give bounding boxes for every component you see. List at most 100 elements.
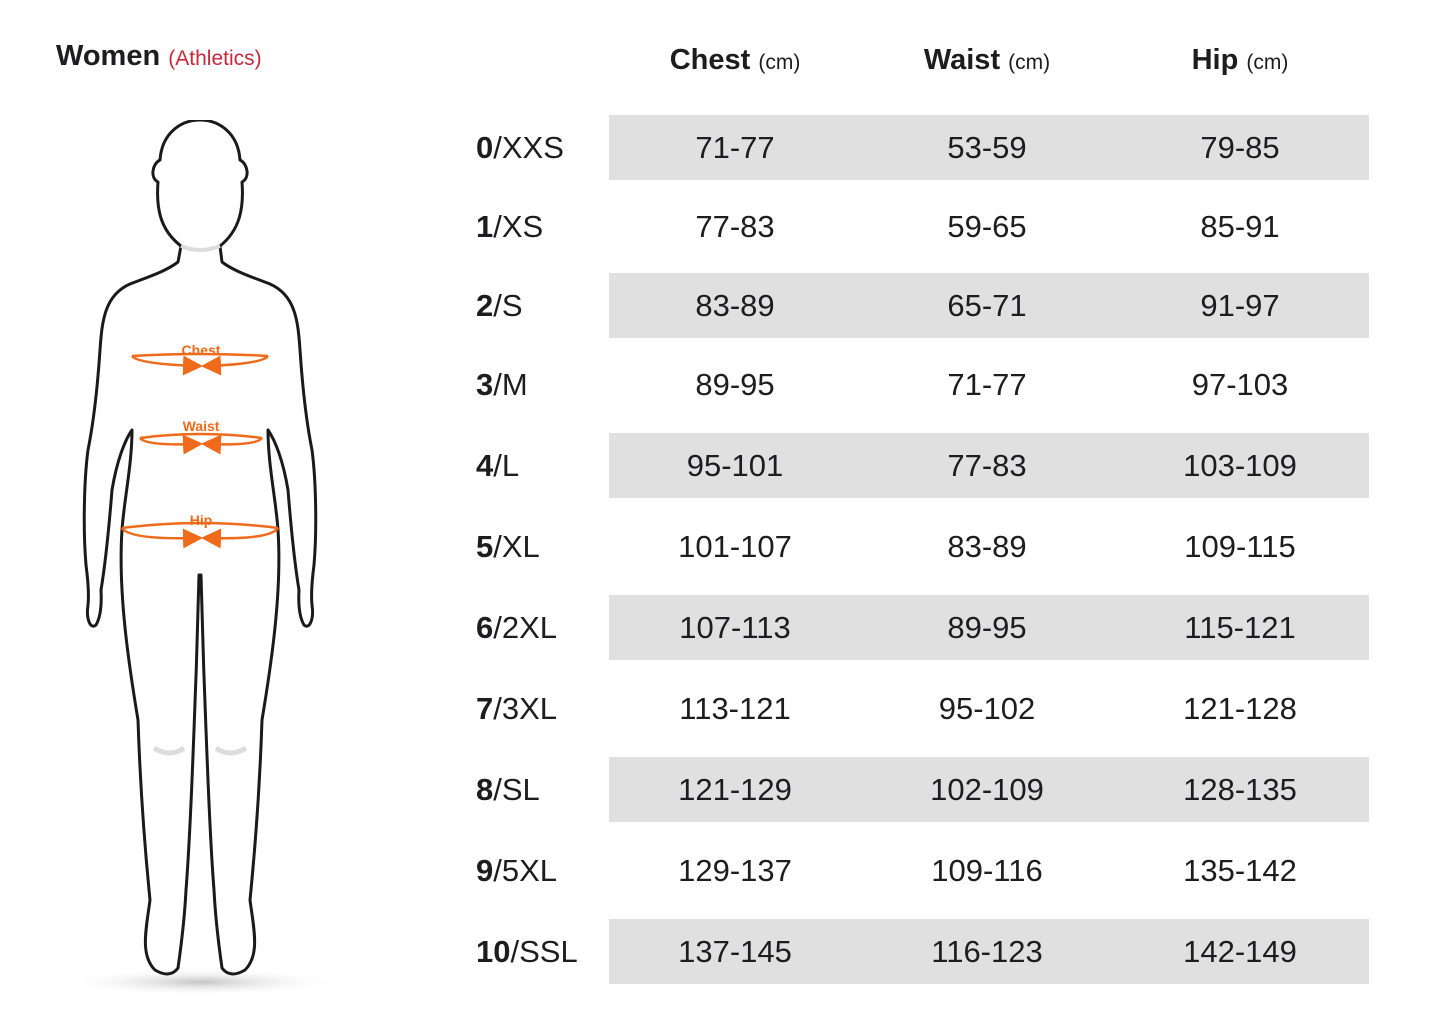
- size-number: 8: [476, 772, 494, 807]
- chest-cell: 95-101: [686, 448, 784, 483]
- waist-cell: 95-102: [938, 691, 1036, 726]
- hip-label: Hip: [189, 512, 213, 528]
- col-header-name: Chest: [669, 44, 751, 76]
- size-label: 4/L: [476, 433, 519, 498]
- hip-measure: [120, 521, 280, 549]
- size-code: /S: [493, 288, 523, 323]
- floor-shadow: [70, 968, 340, 996]
- size-label: 0/XXS: [476, 115, 564, 180]
- row-band: [609, 757, 1369, 822]
- hip-cell: 103-109: [1183, 448, 1297, 483]
- chest-cell: 137-145: [678, 934, 792, 969]
- body-outline-illustration: [70, 120, 340, 996]
- chest-cell: 101-107: [678, 529, 792, 564]
- hip-cell: 97-103: [1191, 367, 1289, 402]
- waist-cell: 59-65: [947, 209, 1027, 244]
- waist-cell: 109-116: [931, 853, 1043, 888]
- table-row: 5/XL 101-107 83-89 109-115: [470, 514, 1370, 579]
- waist-cell: 53-59: [947, 130, 1027, 165]
- title-text: Women: [56, 40, 161, 72]
- row-band: [609, 595, 1369, 660]
- waist-measure: [139, 432, 263, 455]
- size-code: /2XL: [493, 610, 558, 645]
- chest-cell: 71-77: [695, 130, 775, 165]
- size-number: 6: [476, 610, 494, 645]
- hip-cell: 79-85: [1200, 130, 1280, 165]
- hip-cell: 135-142: [1183, 853, 1297, 888]
- col-header-unit: (cm): [1246, 51, 1289, 74]
- size-label: 9/5XL: [476, 838, 557, 903]
- chest-cell: 121-129: [678, 772, 792, 807]
- table-row: 6/2XL 107-113 89-95 115-121: [470, 595, 1370, 660]
- chest-cell: 83-89: [695, 288, 775, 323]
- col-header-hip: Hip (cm): [1115, 44, 1365, 77]
- size-code: /XXS: [493, 130, 564, 165]
- size-number: 1: [476, 209, 494, 244]
- row-band: [609, 115, 1369, 180]
- body-figure: Chest Waist Hip: [70, 120, 340, 1000]
- size-number: 5: [476, 529, 494, 564]
- table-row: 4/L 95-101 77-83 103-109: [470, 433, 1370, 498]
- size-code: /XL: [493, 529, 540, 564]
- size-label: 1/XS: [476, 194, 543, 259]
- chest-cell: 107-113: [679, 610, 791, 645]
- size-number: 0: [476, 130, 494, 165]
- waist-cell: 83-89: [947, 529, 1027, 564]
- table-row: 1/XS 77-83 59-65 85-91: [470, 194, 1370, 259]
- chest-cell: 113-121: [679, 691, 791, 726]
- knee-shade-right: [214, 745, 248, 756]
- table-row: 7/3XL 113-121 95-102 121-128: [470, 676, 1370, 741]
- table-row: 10/SSL 137-145 116-123 142-149: [470, 919, 1370, 984]
- title-subtitle: (Athletics): [168, 47, 262, 70]
- col-header-unit: (cm): [1008, 51, 1051, 74]
- page-title: Women (Athletics): [56, 40, 262, 73]
- size-code: /5XL: [493, 853, 558, 888]
- col-header-name: Waist: [923, 44, 1001, 76]
- waist-cell: 116-123: [931, 934, 1043, 969]
- row-band: [609, 433, 1369, 498]
- size-label: 8/SL: [476, 757, 540, 822]
- waist-cell: 65-71: [947, 288, 1027, 323]
- row-band: [609, 919, 1369, 984]
- knee-shade-left: [152, 745, 186, 756]
- col-header-name: Hip: [1191, 44, 1239, 76]
- chest-cell: 89-95: [695, 367, 775, 402]
- row-band: [609, 273, 1369, 338]
- size-code: /3XL: [493, 691, 558, 726]
- size-label: 3/M: [476, 352, 528, 417]
- col-header-waist: Waist (cm): [862, 44, 1112, 77]
- size-number: 7: [476, 691, 494, 726]
- hip-cell: 91-97: [1200, 288, 1280, 323]
- size-label: 6/2XL: [476, 595, 557, 660]
- chest-measure: [131, 352, 269, 376]
- waist-label: Waist: [182, 418, 220, 434]
- waist-cell: 89-95: [947, 610, 1027, 645]
- waist-cell: 71-77: [947, 367, 1027, 402]
- table-row: 0/XXS 71-77 53-59 79-85: [470, 115, 1370, 180]
- size-code: /SL: [493, 772, 540, 807]
- size-number: 9: [476, 853, 494, 888]
- size-number: 10: [476, 934, 511, 969]
- chest-cell: 77-83: [695, 209, 775, 244]
- table-row: 2/S 83-89 65-71 91-97: [470, 273, 1370, 338]
- table-row: 8/SL 121-129 102-109 128-135: [470, 757, 1370, 822]
- size-code: /XS: [493, 209, 544, 244]
- size-code: /SSL: [510, 934, 578, 969]
- hip-cell: 142-149: [1183, 934, 1297, 969]
- waist-cell: 77-83: [947, 448, 1027, 483]
- size-label: 7/3XL: [476, 676, 557, 741]
- chest-label: Chest: [181, 342, 221, 358]
- size-label: 5/XL: [476, 514, 540, 579]
- size-code: /M: [493, 367, 528, 402]
- size-code: /L: [493, 448, 520, 483]
- col-header-unit: (cm): [758, 51, 801, 74]
- size-number: 2: [476, 288, 494, 323]
- neck-shade: [180, 244, 221, 252]
- size-label: 2/S: [476, 273, 523, 338]
- table-row: 3/M 89-95 71-77 97-103: [470, 352, 1370, 417]
- hip-cell: 121-128: [1183, 691, 1297, 726]
- size-number: 3: [476, 367, 494, 402]
- waist-cell: 102-109: [930, 772, 1044, 807]
- hip-cell: 85-91: [1200, 209, 1280, 244]
- col-header-chest: Chest (cm): [610, 44, 860, 77]
